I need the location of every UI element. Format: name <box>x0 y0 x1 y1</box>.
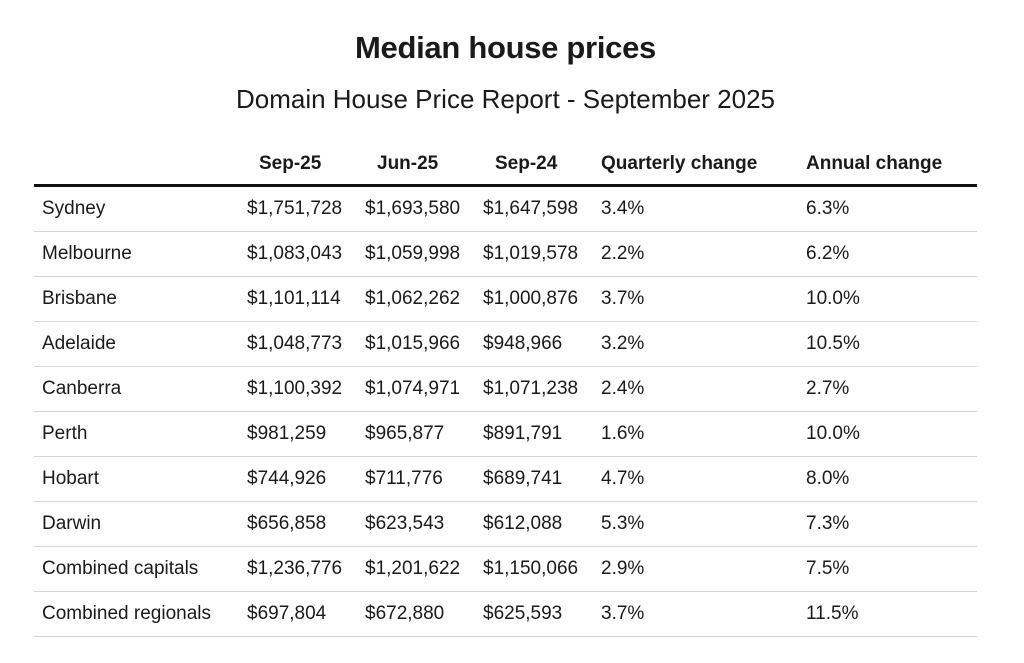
quarterly-change-cell: 3.7% <box>593 591 798 637</box>
jun-25-cell: $1,015,966 <box>357 321 475 367</box>
table-body: Sydney $1,751,728 $1,693,580 $1,647,598 3.4%… <box>34 185 977 637</box>
annual-change-cell: 7.5% <box>798 546 977 592</box>
column-header-city <box>34 143 239 187</box>
header-row: Sep-25 Jun-25 Sep-24 Quarterly change An… <box>34 143 977 187</box>
quarterly-change-cell: 2.2% <box>593 231 798 277</box>
annual-change-cell: 11.5% <box>798 591 977 637</box>
quarterly-change-cell: 2.9% <box>593 546 798 592</box>
quarterly-change-cell: 3.7% <box>593 276 798 322</box>
jun-25-cell: $711,776 <box>357 456 475 502</box>
sep-25-cell: $697,804 <box>239 591 357 637</box>
table-row: Combined capitals $1,236,776 $1,201,622 $1,… <box>34 546 977 592</box>
column-header-sep-25: Sep-25 <box>239 143 357 187</box>
quarterly-change-cell: 3.2% <box>593 321 798 367</box>
city-cell: Perth <box>34 411 239 457</box>
table-row: Brisbane $1,101,114 $1,062,262 $1,000,876 3.… <box>34 276 977 322</box>
sep-24-cell: $689,741 <box>475 456 593 502</box>
chart-title: Median house prices <box>355 30 656 65</box>
sep-25-cell: $1,083,043 <box>239 231 357 277</box>
quarterly-change-cell: 3.4% <box>593 185 798 232</box>
city-cell: Sydney <box>34 185 239 232</box>
sep-25-cell: $656,858 <box>239 501 357 547</box>
annual-change-cell: 2.7% <box>798 366 977 412</box>
city-cell: Darwin <box>34 501 239 547</box>
annual-change-cell: 6.3% <box>798 185 977 232</box>
column-header-jun-25: Jun-25 <box>357 143 475 187</box>
quarterly-change-cell: 4.7% <box>593 456 798 502</box>
table-row: Darwin $656,858 $623,543 $612,088 5.3% 7.3% <box>34 501 977 547</box>
annual-change-cell: 6.2% <box>798 231 977 277</box>
city-cell: Combined capitals <box>34 546 239 592</box>
quarterly-change-cell: 2.4% <box>593 366 798 412</box>
sep-24-cell: $625,593 <box>475 591 593 637</box>
table-row: Sydney $1,751,728 $1,693,580 $1,647,598 3.4%… <box>34 185 977 232</box>
annual-change-cell: 10.0% <box>798 276 977 322</box>
city-cell: Combined regionals <box>34 591 239 637</box>
sep-24-cell: $891,791 <box>475 411 593 457</box>
quarterly-change-cell: 5.3% <box>593 501 798 547</box>
city-cell: Adelaide <box>34 321 239 367</box>
sep-25-cell: $1,100,392 <box>239 366 357 412</box>
sep-24-cell: $612,088 <box>475 501 593 547</box>
jun-25-cell: $1,062,262 <box>357 276 475 322</box>
jun-25-cell: $1,059,998 <box>357 231 475 277</box>
annual-change-cell: 8.0% <box>798 456 977 502</box>
sep-25-cell: $1,101,114 <box>239 276 357 322</box>
jun-25-cell: $1,693,580 <box>357 185 475 232</box>
sep-24-cell: $948,966 <box>475 321 593 367</box>
city-cell: Melbourne <box>34 231 239 277</box>
annual-change-cell: 7.3% <box>798 501 977 547</box>
sep-25-cell: $1,751,728 <box>239 185 357 232</box>
sep-25-cell: $981,259 <box>239 411 357 457</box>
column-header-sep-24: Sep-24 <box>475 143 593 187</box>
sep-25-cell: $1,236,776 <box>239 546 357 592</box>
table-row: Combined regionals $697,804 $672,880 $625,5… <box>34 591 977 637</box>
annual-change-cell: 10.0% <box>798 411 977 457</box>
column-header-quarterly-change: Quarterly change <box>593 143 798 187</box>
table-row: Hobart $744,926 $711,776 $689,741 4.7% 8.0% <box>34 456 977 502</box>
price-table: Sep-25 Jun-25 Sep-24 Quarterly change An… <box>34 143 977 637</box>
table-row: Melbourne $1,083,043 $1,059,998 $1,019,578 2… <box>34 231 977 277</box>
sep-24-cell: $1,019,578 <box>475 231 593 277</box>
city-cell: Canberra <box>34 366 239 412</box>
sep-24-cell: $1,150,066 <box>475 546 593 592</box>
sep-25-cell: $1,048,773 <box>239 321 357 367</box>
chart-subtitle: Domain House Price Report - September 20… <box>235 84 776 114</box>
jun-25-cell: $623,543 <box>357 501 475 547</box>
table-row: Adelaide $1,048,773 $1,015,966 $948,966 3.2%… <box>34 321 977 367</box>
sep-25-cell: $744,926 <box>239 456 357 502</box>
sep-24-cell: $1,000,876 <box>475 276 593 322</box>
sep-24-cell: $1,071,238 <box>475 366 593 412</box>
city-cell: Brisbane <box>34 276 239 322</box>
column-header-annual-change: Annual change <box>798 143 977 187</box>
city-cell: Hobart <box>34 456 239 502</box>
table-row: Canberra $1,100,392 $1,074,971 $1,071,238 2.… <box>34 366 977 412</box>
jun-25-cell: $965,877 <box>357 411 475 457</box>
sep-24-cell: $1,647,598 <box>475 185 593 232</box>
jun-25-cell: $672,880 <box>357 591 475 637</box>
jun-25-cell: $1,074,971 <box>357 366 475 412</box>
table-row: Perth $981,259 $965,877 $891,791 1.6% 10.0% <box>34 411 977 457</box>
quarterly-change-cell: 1.6% <box>593 411 798 457</box>
annual-change-cell: 10.5% <box>798 321 977 367</box>
jun-25-cell: $1,201,622 <box>357 546 475 592</box>
